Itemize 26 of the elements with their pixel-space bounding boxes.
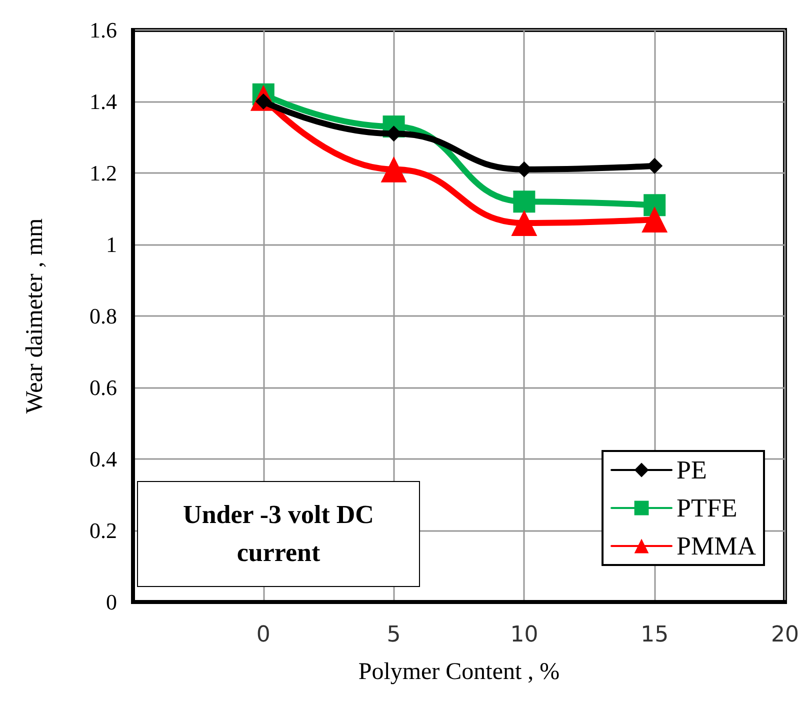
y-tick-label: 0.8 bbox=[90, 304, 117, 328]
note-box: Under -3 volt DC current bbox=[137, 481, 420, 587]
point bbox=[513, 190, 536, 213]
y-tick-label: 1 bbox=[106, 232, 117, 257]
y-tick-label: 0.4 bbox=[90, 446, 117, 472]
legend-label: PMMA bbox=[676, 532, 756, 560]
y-tick-label: 0.2 bbox=[90, 518, 117, 543]
annotation: Under -3 volt DC current bbox=[182, 499, 375, 569]
legend-label: PTFE bbox=[676, 494, 738, 522]
x-tick-label: 5 bbox=[386, 622, 401, 648]
point bbox=[644, 194, 666, 216]
x-tick-label: 0 bbox=[256, 622, 270, 648]
point bbox=[380, 156, 407, 182]
legend-label: PE bbox=[676, 456, 707, 484]
y-tick-label: 1.6 bbox=[90, 18, 117, 42]
point bbox=[511, 210, 538, 236]
y-tick-label: 1.2 bbox=[90, 160, 117, 186]
y-tick-label: 1.4 bbox=[90, 89, 117, 114]
y-tick-label: 0 bbox=[106, 590, 117, 614]
x-tick-label: 15 bbox=[640, 622, 669, 648]
point bbox=[642, 206, 668, 232]
x-axis-title: Polymer Content , % bbox=[358, 659, 560, 685]
y-axis-title: Wear daimeter , mm bbox=[22, 218, 48, 414]
x-tick-label: 20 bbox=[771, 622, 799, 648]
x-tick-label: 10 bbox=[510, 622, 538, 648]
y-tick-label: 0.6 bbox=[90, 375, 117, 400]
